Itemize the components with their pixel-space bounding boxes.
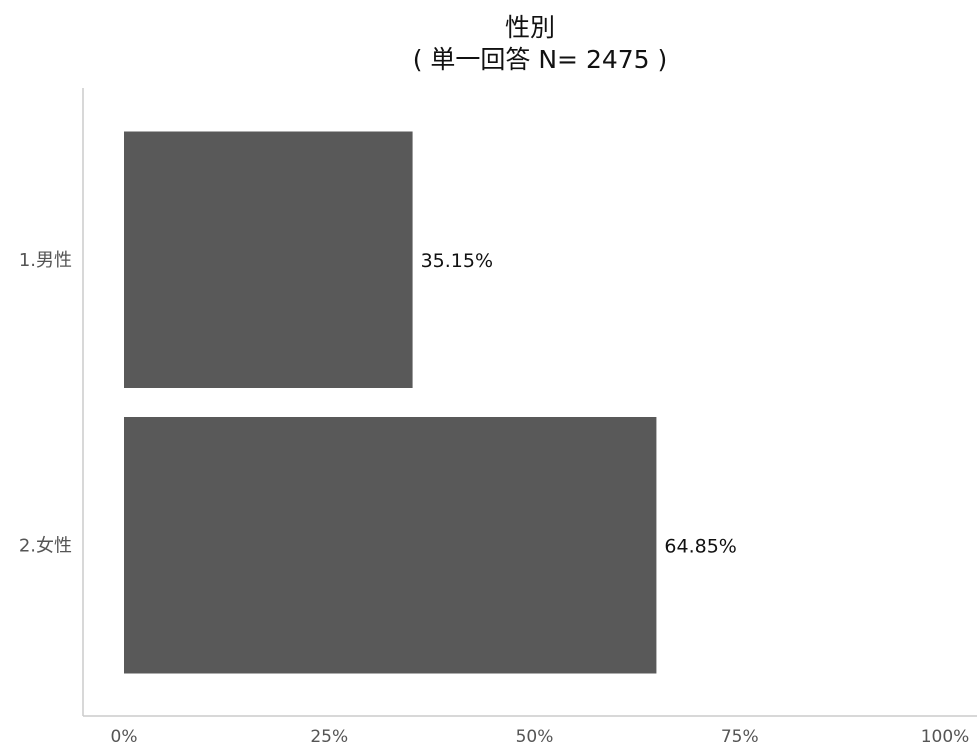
chart-title: 性別: [505, 13, 555, 42]
data-label-2: 64.85%: [664, 535, 736, 557]
category-label-2: 2.女性: [19, 535, 72, 556]
x-ticks-layer: 0% 25% 50% 75% 100%: [111, 727, 970, 747]
chart-subtitle: ( 単一回答 N= 2475 ): [413, 45, 668, 74]
bar-2: [124, 417, 657, 674]
bars-layer: 1.男性 35.15% 2.女性 64.85%: [19, 131, 737, 674]
x-tick-label-4: 75%: [721, 727, 759, 747]
category-label-1: 1.男性: [19, 250, 72, 271]
x-tick-label-2: 25%: [310, 727, 348, 747]
x-tick-label-3: 50%: [516, 727, 554, 747]
data-label-1: 35.15%: [421, 250, 493, 272]
x-tick-label-1: 0%: [111, 727, 138, 747]
x-tick-label-5: 100%: [921, 727, 970, 747]
bar-1: [124, 131, 413, 388]
